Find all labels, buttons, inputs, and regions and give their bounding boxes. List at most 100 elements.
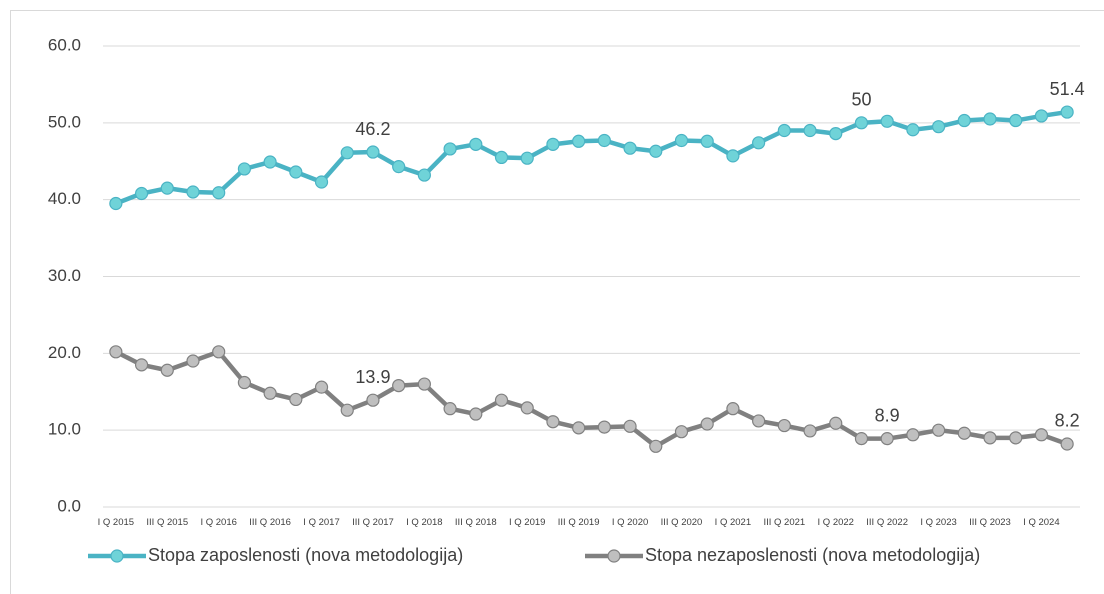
point — [1009, 113, 1023, 128]
legend-label: Stopa zaposlenosti (nova metodologija) — [148, 545, 463, 565]
data-label: 51.4 — [1050, 79, 1085, 99]
point — [752, 136, 766, 150]
x-tick-label: I Q 2015 — [97, 517, 135, 528]
point — [134, 186, 149, 201]
point — [134, 358, 149, 372]
point — [289, 392, 303, 407]
point — [674, 133, 689, 148]
x-tick-label: III Q 2017 — [352, 517, 394, 528]
point — [109, 196, 123, 211]
point — [931, 423, 946, 437]
point — [546, 137, 560, 151]
point — [1009, 431, 1023, 445]
point — [726, 402, 740, 416]
point — [443, 142, 457, 156]
point — [597, 420, 611, 434]
point — [546, 415, 560, 429]
point — [1060, 437, 1074, 451]
point — [160, 363, 174, 377]
data-label: 46.2 — [355, 119, 390, 139]
point — [314, 380, 329, 394]
data-label: 13.9 — [355, 367, 390, 387]
x-tick-label: I Q 2017 — [303, 517, 340, 528]
x-tick-label: I Q 2016 — [200, 517, 237, 528]
point — [263, 155, 277, 169]
legend-marker — [110, 549, 124, 563]
chart-border — [10, 10, 1104, 594]
point — [931, 120, 946, 134]
x-tick-label: III Q 2015 — [146, 517, 189, 528]
point — [263, 386, 277, 400]
x-tick-label: III Q 2016 — [249, 517, 291, 528]
point — [443, 402, 457, 416]
x-tick-label: I Q 2020 — [611, 517, 649, 528]
point — [649, 144, 663, 158]
point — [777, 123, 791, 138]
point — [829, 126, 843, 141]
point — [340, 403, 354, 417]
x-tick-label: I Q 2022 — [817, 517, 854, 528]
y-tick-label: 10.0 — [48, 420, 81, 439]
point — [726, 149, 740, 163]
point — [237, 162, 252, 176]
legend-marker — [607, 549, 621, 563]
point — [957, 426, 971, 440]
x-tick-label: I Q 2021 — [714, 517, 752, 528]
point — [494, 393, 509, 407]
x-tick-label: I Q 2019 — [508, 517, 546, 528]
data-label: 8.2 — [1055, 411, 1080, 431]
point — [1034, 109, 1049, 123]
point — [289, 165, 303, 179]
point — [212, 186, 226, 200]
point — [854, 432, 869, 446]
y-tick-label: 40.0 — [48, 189, 81, 208]
x-tick-label: III Q 2018 — [454, 517, 497, 528]
point — [623, 141, 637, 155]
point — [957, 113, 971, 128]
point — [623, 419, 637, 433]
point — [880, 114, 894, 128]
point — [700, 134, 714, 148]
point — [572, 134, 586, 148]
legend-label: Stopa nezaposlenosti (nova metodologija) — [645, 545, 980, 565]
point — [237, 375, 252, 390]
point — [983, 112, 997, 126]
x-tick-label: III Q 2019 — [557, 517, 600, 528]
y-tick-label: 60.0 — [48, 35, 81, 54]
point — [906, 123, 920, 137]
point — [417, 377, 431, 391]
point — [186, 354, 200, 368]
series-line — [114, 349, 1068, 449]
point — [803, 123, 817, 138]
point — [854, 116, 869, 130]
y-tick-label: 20.0 — [48, 343, 81, 362]
point — [880, 432, 894, 446]
point — [520, 151, 534, 165]
point — [777, 418, 791, 433]
point — [340, 146, 354, 160]
x-tick-label: III Q 2022 — [866, 517, 909, 528]
x-tick-label: I Q 2018 — [406, 517, 443, 528]
y-tick-label: 30.0 — [48, 266, 81, 285]
point — [906, 428, 920, 442]
point — [186, 185, 200, 199]
x-tick-label: III Q 2020 — [660, 517, 703, 528]
data-label: 50 — [851, 90, 871, 110]
point — [674, 425, 689, 439]
point — [314, 175, 329, 189]
point — [829, 416, 843, 430]
point — [572, 421, 586, 435]
point — [366, 145, 380, 159]
y-tick-label: 0.0 — [57, 496, 81, 515]
point — [752, 414, 766, 428]
y-tick-label: 50.0 — [48, 112, 81, 131]
point — [160, 181, 174, 195]
point — [1034, 428, 1049, 442]
point — [392, 160, 406, 174]
x-tick-label: III Q 2023 — [969, 517, 1011, 528]
point — [494, 150, 509, 165]
point — [212, 345, 226, 359]
point — [109, 345, 123, 359]
